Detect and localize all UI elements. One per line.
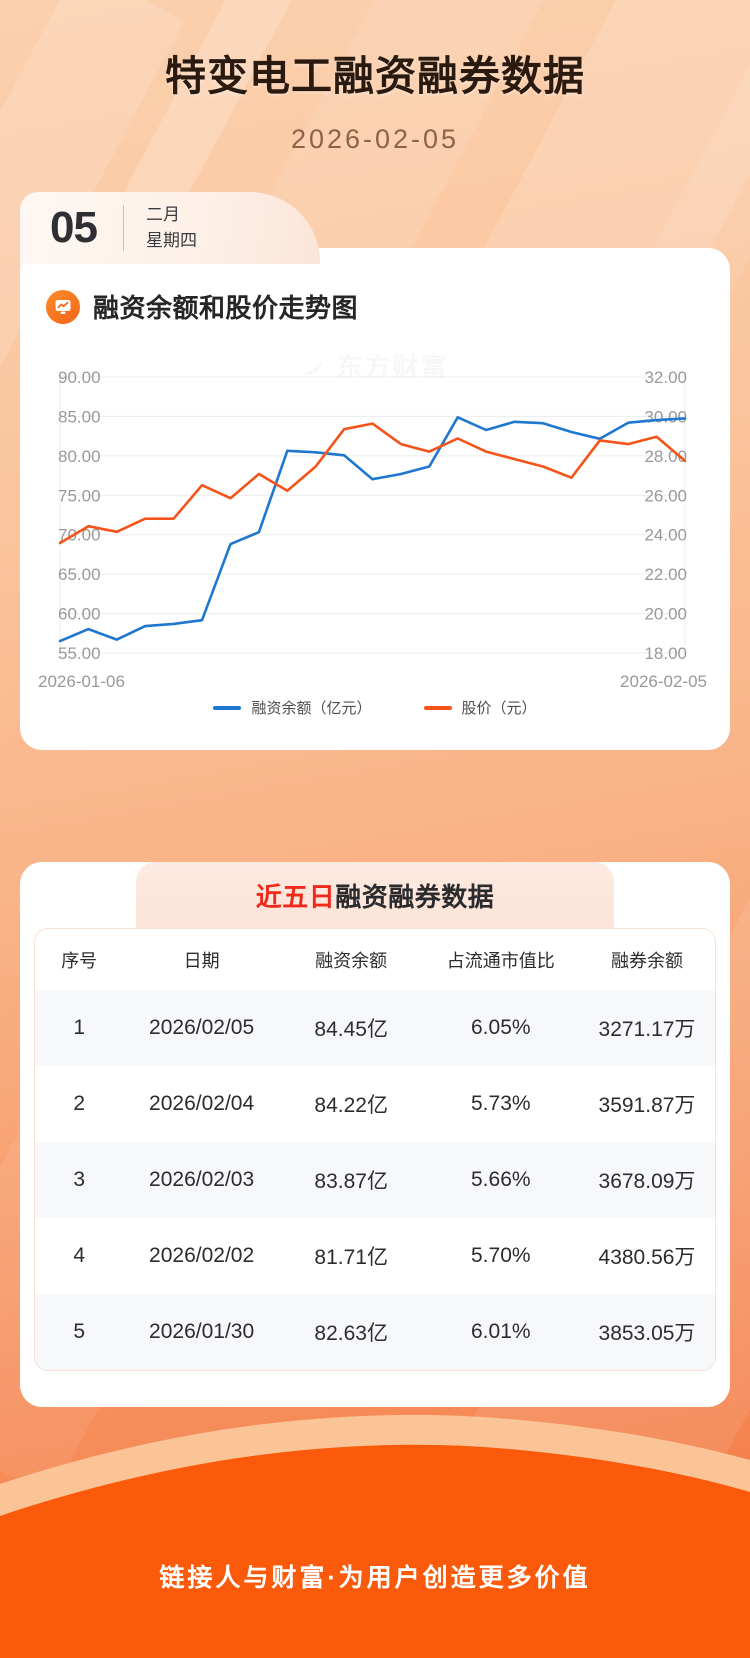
cell-ratio: 5.70% xyxy=(422,1218,579,1294)
date-chip-divider xyxy=(122,205,124,251)
table-banner-rest: 融资融券数据 xyxy=(335,881,495,912)
cell-ratio: 5.66% xyxy=(422,1142,579,1218)
table-row: 2 2026/02/04 84.22亿 5.73% 3591.87万 xyxy=(35,1066,715,1142)
svg-text:80.00: 80.00 xyxy=(58,447,101,466)
cell-no: 5 xyxy=(35,1294,124,1370)
svg-text:22.00: 22.00 xyxy=(644,565,687,584)
cell-short: 3271.17万 xyxy=(578,990,715,1066)
cell-balance: 82.63亿 xyxy=(279,1294,423,1370)
table-row: 4 2026/02/02 81.71亿 5.70% 4380.56万 xyxy=(35,1218,715,1294)
chart-legend: 融资余额（亿元） 股价（元） xyxy=(20,697,730,718)
cell-no: 4 xyxy=(35,1218,124,1294)
cell-balance: 84.45亿 xyxy=(279,990,423,1066)
brand-logo-icon xyxy=(304,357,324,375)
cell-short: 3678.09万 xyxy=(578,1142,715,1218)
table-box: 东方财富 序号 日期 融资余额 占流通市值比 融券余额 12026/02/058… xyxy=(34,928,716,1371)
table-banner-title: 近五日融资融券数据 xyxy=(256,877,495,914)
date-chip: 05 二月 星期四 xyxy=(20,192,320,264)
cell-no: 3 xyxy=(35,1142,124,1218)
cell-ratio: 5.73% xyxy=(422,1066,579,1142)
legend-swatch-financing xyxy=(213,705,242,710)
column-header-no: 序号 xyxy=(35,929,124,990)
table-row: 3 2026/02/03 83.87亿 5.66% 3678.09万 xyxy=(35,1142,715,1218)
table-row: 5 2026/01/30 82.63亿 6.01% 3853.05万 xyxy=(35,1294,715,1370)
legend-item-price[interactable]: 股价（元） xyxy=(423,697,537,718)
cell-ratio: 6.05% xyxy=(422,990,579,1066)
footer-wave xyxy=(0,1414,750,1658)
table-row: 1 2026/02/05 84.45亿 6.05% 3271.17万 xyxy=(35,990,715,1066)
legend-label-financing: 融资余额（亿元） xyxy=(251,700,372,717)
date-chip-day: 05 xyxy=(50,203,98,252)
svg-text:28.00: 28.00 xyxy=(644,447,687,466)
svg-text:24.00: 24.00 xyxy=(644,526,687,545)
table-banner-highlight: 近五日 xyxy=(255,881,336,912)
cell-balance: 84.22亿 xyxy=(279,1066,423,1142)
chart-header: 融资余额和股价走势图 xyxy=(20,288,730,325)
cell-date: 2026/02/02 xyxy=(123,1218,280,1294)
cell-date: 2026/02/04 xyxy=(123,1066,280,1142)
cell-balance: 83.87亿 xyxy=(279,1142,423,1218)
page-title: 特变电工融资融券数据 xyxy=(165,53,585,99)
svg-text:55.00: 55.00 xyxy=(58,644,101,663)
cell-no: 1 xyxy=(35,990,124,1066)
svg-text:2026-01-06: 2026-01-06 xyxy=(38,672,125,691)
cell-date: 2026/02/05 xyxy=(123,990,280,1066)
cell-ratio: 6.01% xyxy=(422,1294,579,1370)
svg-text:20.00: 20.00 xyxy=(644,605,687,624)
cell-no: 2 xyxy=(35,1066,124,1142)
column-header-short: 融券余额 xyxy=(578,929,715,990)
cell-short: 4380.56万 xyxy=(578,1218,715,1294)
cell-short: 3591.87万 xyxy=(578,1066,715,1142)
svg-text:26.00: 26.00 xyxy=(644,486,687,505)
date-chip-text: 二月 星期四 xyxy=(146,202,197,255)
page-header: 特变电工融资融券数据 2026-02-05 xyxy=(0,0,750,155)
footer-slogan: 链接人与财富·为用户创造更多价值 xyxy=(159,1564,591,1592)
chart-monitor-icon xyxy=(46,289,80,324)
svg-text:90.00: 90.00 xyxy=(58,368,101,387)
cell-date: 2026/02/03 xyxy=(123,1142,280,1218)
data-table-card: 近五日融资融券数据 东方财富 序号 日期 融资余额 占流通市值比 融券余额 12… xyxy=(20,862,730,1407)
chart-card: 融资余额和股价走势图 东方财富 90.00 85.00 80.00 75.00 70.0… xyxy=(20,248,730,750)
svg-text:70.00: 70.00 xyxy=(58,526,101,545)
legend-label-price: 股价（元） xyxy=(461,700,537,717)
cell-balance: 81.71亿 xyxy=(279,1218,423,1294)
trend-chart[interactable]: 东方财富 90.00 85.00 80.00 75.00 70.00 65.00 60.00… xyxy=(20,352,730,750)
legend-item-financing[interactable]: 融资余额（亿元） xyxy=(213,697,372,718)
svg-text:2026-02-05: 2026-02-05 xyxy=(620,672,707,691)
svg-text:60.00: 60.00 xyxy=(58,605,101,624)
column-header-ratio: 占流通市值比 xyxy=(422,929,579,990)
chart-title: 融资余额和股价走势图 xyxy=(93,293,359,323)
cell-short: 3853.05万 xyxy=(578,1294,715,1370)
margin-trading-table: 序号 日期 融资余额 占流通市值比 融券余额 1 2026/02/05 84.45亿… xyxy=(35,929,715,1370)
cell-date: 2026/01/30 xyxy=(123,1294,280,1370)
svg-text:75.00: 75.00 xyxy=(58,486,101,505)
svg-text:30.00: 30.00 xyxy=(644,407,687,426)
table-banner: 近五日融资融券数据 xyxy=(136,862,614,928)
table-header-row: 序号 日期 融资余额 占流通市值比 融券余额 xyxy=(35,929,715,990)
date-chip-month: 二月 xyxy=(145,204,180,224)
svg-text:18.00: 18.00 xyxy=(644,644,687,663)
svg-text:65.00: 65.00 xyxy=(58,565,101,584)
header-date: 2026-02-05 xyxy=(290,124,460,154)
svg-text:32.00: 32.00 xyxy=(644,368,687,387)
page-footer: 链接人与财富·为用户创造更多价值 xyxy=(0,1398,750,1658)
svg-text:85.00: 85.00 xyxy=(58,407,101,426)
column-header-date: 日期 xyxy=(123,929,280,990)
column-header-balance: 融资余额 xyxy=(279,929,423,990)
legend-swatch-price xyxy=(423,705,452,710)
chart-plot: 90.00 85.00 80.00 75.00 70.00 65.00 60.00 55.00… xyxy=(38,368,707,691)
date-chip-weekday: 星期四 xyxy=(145,231,197,250)
table-body: 1 2026/02/05 84.45亿 6.05% 3271.17万 2 2026/02/0… xyxy=(35,990,715,1370)
